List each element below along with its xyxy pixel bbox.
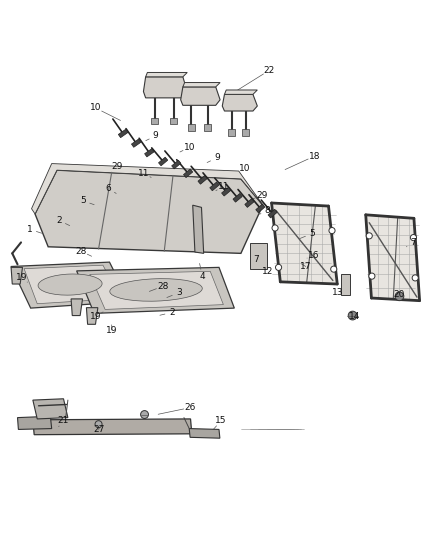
Polygon shape — [222, 188, 231, 196]
Text: 28: 28 — [75, 247, 87, 256]
Circle shape — [348, 311, 357, 320]
Polygon shape — [145, 149, 154, 157]
Circle shape — [272, 225, 278, 231]
Text: 4: 4 — [200, 272, 205, 281]
Polygon shape — [33, 399, 68, 419]
Circle shape — [366, 233, 372, 239]
Text: 21: 21 — [58, 416, 69, 425]
Text: 20: 20 — [394, 290, 405, 300]
Polygon shape — [189, 429, 220, 438]
Circle shape — [331, 266, 337, 272]
Polygon shape — [223, 94, 257, 111]
Polygon shape — [183, 83, 220, 87]
Text: 10: 10 — [239, 164, 250, 173]
Polygon shape — [143, 77, 187, 98]
Text: 29: 29 — [112, 162, 123, 171]
Text: 2: 2 — [169, 308, 174, 317]
Polygon shape — [145, 72, 187, 77]
Polygon shape — [35, 170, 263, 253]
Polygon shape — [198, 175, 207, 184]
Text: 11: 11 — [218, 182, 229, 191]
Text: 15: 15 — [215, 416, 227, 425]
Polygon shape — [11, 262, 129, 308]
Text: 5: 5 — [80, 196, 86, 205]
Polygon shape — [90, 271, 223, 310]
Polygon shape — [32, 164, 263, 214]
Polygon shape — [71, 299, 82, 316]
Polygon shape — [233, 193, 242, 202]
Circle shape — [329, 228, 335, 233]
Text: 28: 28 — [157, 282, 169, 290]
Text: 3: 3 — [176, 288, 182, 297]
Ellipse shape — [38, 274, 102, 295]
Text: 19: 19 — [90, 312, 101, 321]
Polygon shape — [193, 205, 204, 253]
Polygon shape — [33, 419, 192, 435]
Polygon shape — [180, 87, 220, 106]
Polygon shape — [170, 118, 177, 124]
Polygon shape — [250, 243, 267, 269]
Polygon shape — [86, 308, 98, 324]
Polygon shape — [187, 124, 194, 131]
Polygon shape — [131, 139, 141, 147]
Polygon shape — [184, 169, 193, 177]
Text: 22: 22 — [264, 66, 275, 75]
Polygon shape — [366, 215, 420, 301]
Circle shape — [410, 235, 417, 241]
Polygon shape — [272, 203, 337, 284]
Text: 26: 26 — [185, 403, 196, 412]
Polygon shape — [210, 182, 219, 191]
Polygon shape — [256, 204, 265, 213]
Ellipse shape — [110, 279, 202, 301]
Circle shape — [369, 273, 375, 279]
Polygon shape — [225, 90, 257, 94]
Text: 13: 13 — [332, 288, 343, 297]
Text: 9: 9 — [152, 132, 159, 141]
Polygon shape — [242, 130, 249, 136]
Polygon shape — [18, 416, 52, 430]
Text: 18: 18 — [309, 151, 320, 160]
Text: 8: 8 — [264, 206, 270, 215]
Circle shape — [412, 275, 418, 281]
Polygon shape — [268, 209, 277, 218]
Polygon shape — [118, 130, 128, 138]
Text: 10: 10 — [184, 143, 195, 152]
Text: 19: 19 — [16, 273, 28, 282]
Text: 1: 1 — [27, 225, 33, 234]
Text: 7: 7 — [410, 238, 416, 247]
Text: 17: 17 — [300, 262, 311, 271]
Text: 10: 10 — [90, 103, 101, 112]
Text: 14: 14 — [349, 312, 360, 321]
Text: 16: 16 — [308, 251, 319, 260]
Text: 27: 27 — [93, 425, 104, 434]
Text: 2: 2 — [57, 216, 62, 225]
Text: 7: 7 — [253, 255, 259, 264]
Text: 12: 12 — [262, 267, 274, 276]
Polygon shape — [24, 265, 120, 304]
Circle shape — [395, 292, 404, 301]
Text: 11: 11 — [138, 169, 149, 178]
Polygon shape — [228, 130, 235, 136]
Text: 6: 6 — [106, 184, 112, 193]
Polygon shape — [159, 157, 168, 166]
Polygon shape — [77, 268, 234, 313]
Polygon shape — [11, 268, 22, 284]
Text: 9: 9 — [214, 154, 220, 163]
Text: 5: 5 — [309, 229, 315, 238]
Polygon shape — [341, 274, 350, 295]
Circle shape — [276, 264, 282, 270]
Circle shape — [141, 410, 148, 418]
Polygon shape — [152, 118, 159, 124]
Polygon shape — [204, 124, 211, 131]
Polygon shape — [172, 160, 181, 169]
Polygon shape — [245, 199, 254, 207]
Circle shape — [95, 421, 102, 427]
Text: 29: 29 — [256, 191, 268, 200]
Text: 19: 19 — [106, 326, 117, 335]
